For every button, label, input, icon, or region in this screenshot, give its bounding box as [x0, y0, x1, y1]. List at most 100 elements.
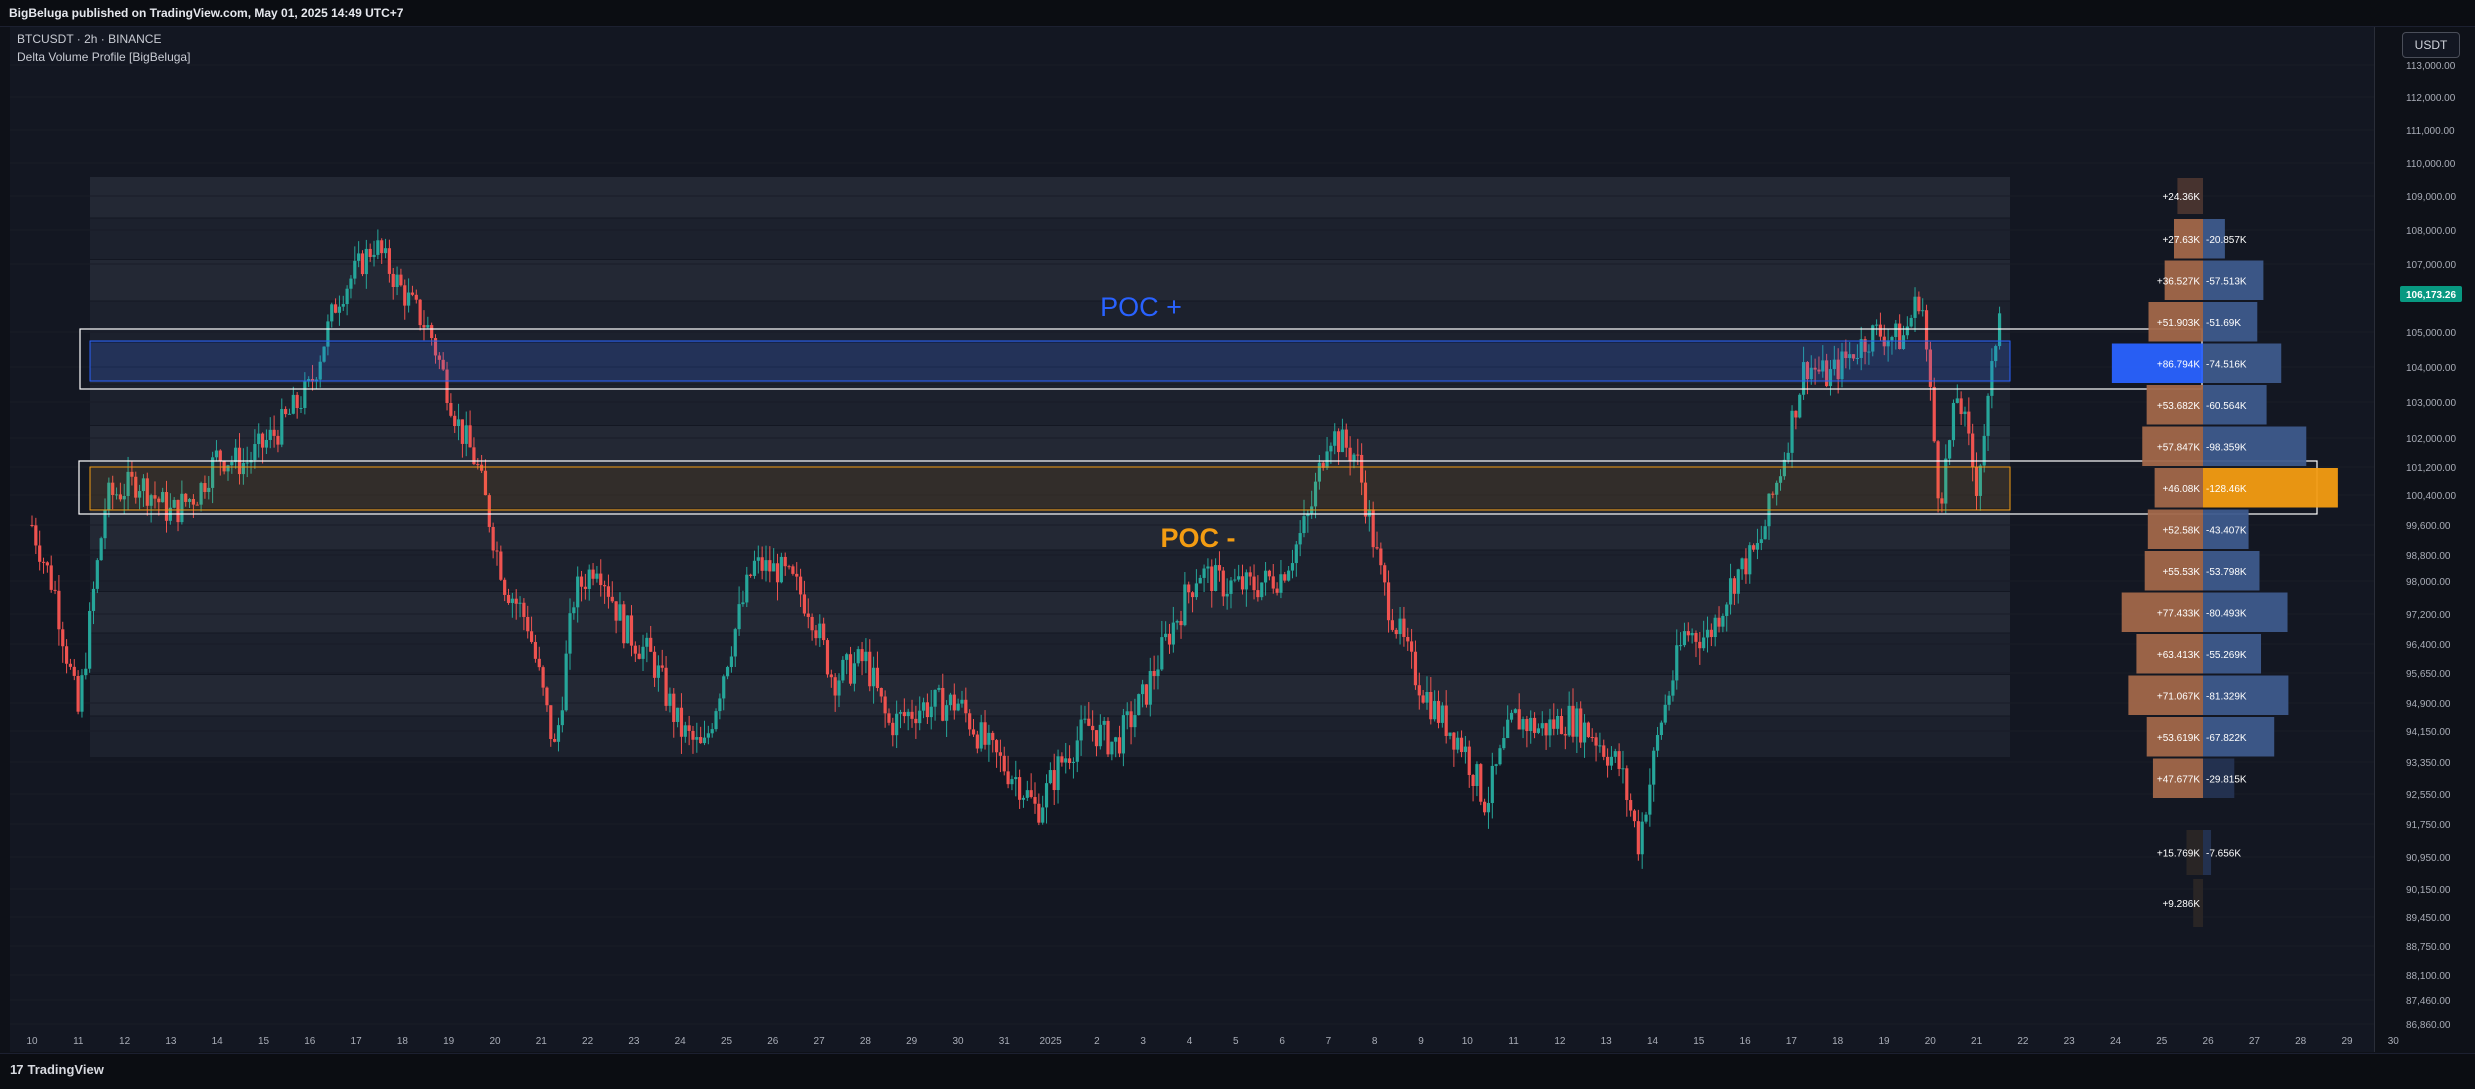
- candle-body: [1363, 482, 1368, 517]
- candle-body: [1390, 620, 1394, 630]
- candle-body: [157, 498, 161, 503]
- candle-body: [1556, 715, 1560, 729]
- candle-body: [118, 494, 122, 500]
- candle-body: [1321, 462, 1325, 468]
- candle-body: [1129, 711, 1133, 728]
- candle-body: [61, 629, 65, 647]
- profile-buy-bar: [2147, 509, 2203, 549]
- x-tick-label: 15: [258, 1036, 270, 1047]
- symbol-info[interactable]: BTCUSDT · 2h · BINANCE: [17, 32, 162, 46]
- profile-buy-label: +77.433K: [2157, 608, 2200, 619]
- candle-body: [418, 299, 422, 326]
- candle-body: [260, 433, 265, 448]
- candle-body: [1525, 719, 1529, 732]
- y-tick-label: 111,000.00: [2406, 126, 2455, 137]
- candle-body: [1471, 775, 1475, 787]
- candle-body: [1986, 395, 1990, 436]
- candle-body: [783, 556, 787, 567]
- profile-zone-row: [90, 509, 2010, 550]
- candle-body: [1567, 705, 1571, 736]
- profile-buy-bar: [2186, 830, 2203, 875]
- profile-buy-bar: [2154, 468, 2203, 508]
- candle-body: [626, 615, 630, 644]
- candle-body: [126, 471, 130, 497]
- candle-body: [1506, 719, 1510, 739]
- candle-body: [576, 576, 580, 608]
- candle-body: [1959, 398, 1963, 415]
- candle-body: [1360, 454, 1364, 483]
- candle-body: [1148, 670, 1152, 705]
- poc-plus-label: POC +: [1100, 292, 1182, 322]
- candle-body: [495, 550, 499, 552]
- candle-body: [798, 576, 803, 595]
- profile-zone-row: [90, 301, 2010, 342]
- candle-body: [1071, 761, 1076, 763]
- profile-buy-label: +52.58K: [2162, 525, 2200, 536]
- candle-body: [368, 248, 372, 257]
- candle-body: [676, 707, 680, 722]
- candle-body: [1874, 324, 1879, 326]
- candle-body: [802, 594, 807, 614]
- profile-buy-label: +47.677K: [2157, 774, 2200, 785]
- profile-buy-label: +51.903K: [2157, 318, 2200, 329]
- candle-body: [806, 613, 810, 617]
- candle-body: [68, 663, 73, 667]
- candle-body: [1694, 632, 1698, 642]
- candle-body: [1467, 746, 1471, 776]
- candle-body: [1544, 723, 1548, 736]
- profile-buy-bar: [2148, 302, 2203, 342]
- candle-body: [122, 496, 126, 500]
- candle-body: [868, 651, 872, 687]
- candle-body: [1848, 354, 1852, 359]
- candle-body: [326, 321, 330, 347]
- candle-body: [1948, 440, 1952, 459]
- candle-body: [1425, 691, 1429, 703]
- y-tick-label: 96,400.00: [2406, 640, 2451, 651]
- x-tick-label: 12: [119, 1036, 131, 1047]
- candle-body: [1037, 803, 1041, 823]
- profile-buy-label: +53.619K: [2157, 733, 2200, 744]
- candle-body: [1532, 717, 1537, 733]
- candle-body: [522, 602, 526, 617]
- candle-body: [994, 740, 999, 753]
- candle-body: [587, 569, 591, 589]
- currency-button[interactable]: USDT: [2402, 32, 2460, 58]
- candle-body: [1652, 750, 1656, 785]
- candle-body: [1663, 704, 1667, 723]
- candle-body: [1421, 695, 1425, 703]
- candle-body: [84, 668, 88, 676]
- candle-body: [560, 710, 564, 726]
- candle-body: [506, 594, 511, 603]
- candle-body: [664, 667, 668, 706]
- candle-body: [687, 725, 691, 731]
- candle-body: [330, 304, 334, 322]
- candle-body: [787, 566, 791, 568]
- candle-body: [1087, 718, 1091, 726]
- candle-body: [556, 725, 561, 742]
- x-tick-label: 25: [721, 1036, 733, 1047]
- x-tick-label: 26: [767, 1036, 779, 1047]
- candle-body: [1371, 509, 1375, 548]
- candle-body: [1417, 685, 1421, 696]
- candle-body: [1406, 636, 1410, 642]
- candle-body: [1817, 369, 1821, 372]
- candle-body: [1974, 466, 1979, 496]
- profile-buy-label: +86.794K: [2157, 359, 2200, 370]
- candle-body: [1498, 748, 1502, 765]
- candle-body: [480, 464, 484, 471]
- profile-buy-bar: [2142, 426, 2203, 466]
- x-tick-label: 5: [1233, 1036, 1239, 1047]
- tradingview-logo[interactable]: 17 TradingView: [10, 1062, 104, 1077]
- candle-body: [852, 663, 856, 684]
- x-tick-label: 27: [2249, 1036, 2261, 1047]
- profile-buy-bar: [2128, 675, 2203, 715]
- poc-plus-zone: [89, 340, 2011, 382]
- candle-body: [322, 346, 326, 362]
- candle-body: [1137, 694, 1141, 716]
- y-tick-label: 98,800.00: [2406, 551, 2451, 562]
- profile-buy-label: +46.08K: [2162, 484, 2200, 495]
- indicator-title[interactable]: Delta Volume Profile [BigBeluga]: [17, 50, 191, 64]
- x-tick-label: 18: [1832, 1036, 1844, 1047]
- candle-body: [1559, 715, 1564, 735]
